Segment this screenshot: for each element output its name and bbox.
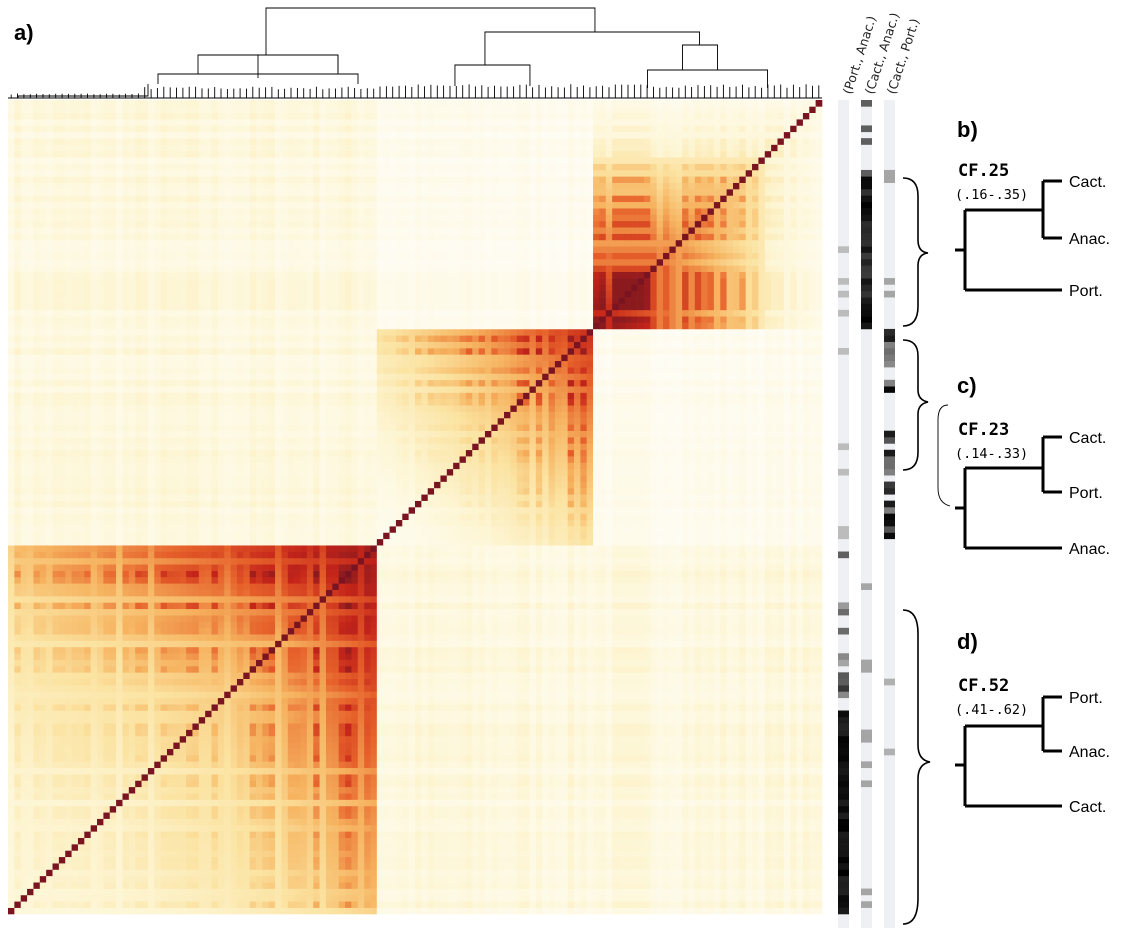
heatmap (8, 100, 823, 915)
brace-b (902, 177, 929, 327)
tree-c-taxon-2: Port. (1069, 485, 1103, 502)
dendrogram (8, 7, 822, 99)
tree-c: c) CF.23 (.14-.33) Cact. Port. Anac. (955, 373, 1110, 558)
brace-c (902, 339, 929, 471)
panel-d-label: d) (957, 629, 978, 654)
panel-b-label: b) (957, 117, 978, 142)
tree-d-taxon-2: Anac. (1069, 744, 1110, 761)
tree-b: b) CF.25 (.16-.35) Cact. Anac. Port. (955, 117, 1110, 300)
indicator-strips (838, 100, 895, 928)
tree-b-taxon-1: Cact. (1069, 174, 1106, 191)
tree-c-taxon-1: Cact. (1069, 430, 1106, 447)
brace-c-connector (937, 404, 951, 507)
tree-d: d) CF.52 (.41-.62) Port. Anac. Cact. (955, 629, 1110, 816)
tree-d-taxon-1: Port. (1069, 690, 1103, 707)
tree-b-ci: (.16-.35) (955, 187, 1028, 203)
tree-b-taxon-3: Port. (1069, 283, 1103, 300)
tree-b-cf: CF.25 (958, 161, 1009, 181)
brace-d (902, 609, 931, 925)
tree-b-taxon-2: Anac. (1069, 231, 1110, 248)
tree-c-cf: CF.23 (958, 420, 1009, 440)
tree-d-taxon-3: Cact. (1069, 799, 1106, 816)
tree-d-ci: (.41-.62) (955, 702, 1028, 718)
tree-c-taxon-3: Anac. (1069, 541, 1110, 558)
tree-c-ci: (.14-.33) (955, 446, 1028, 462)
panel-a-label: a) (14, 20, 34, 45)
tree-d-cf: CF.52 (958, 676, 1009, 696)
panel-c-label: c) (957, 373, 977, 398)
